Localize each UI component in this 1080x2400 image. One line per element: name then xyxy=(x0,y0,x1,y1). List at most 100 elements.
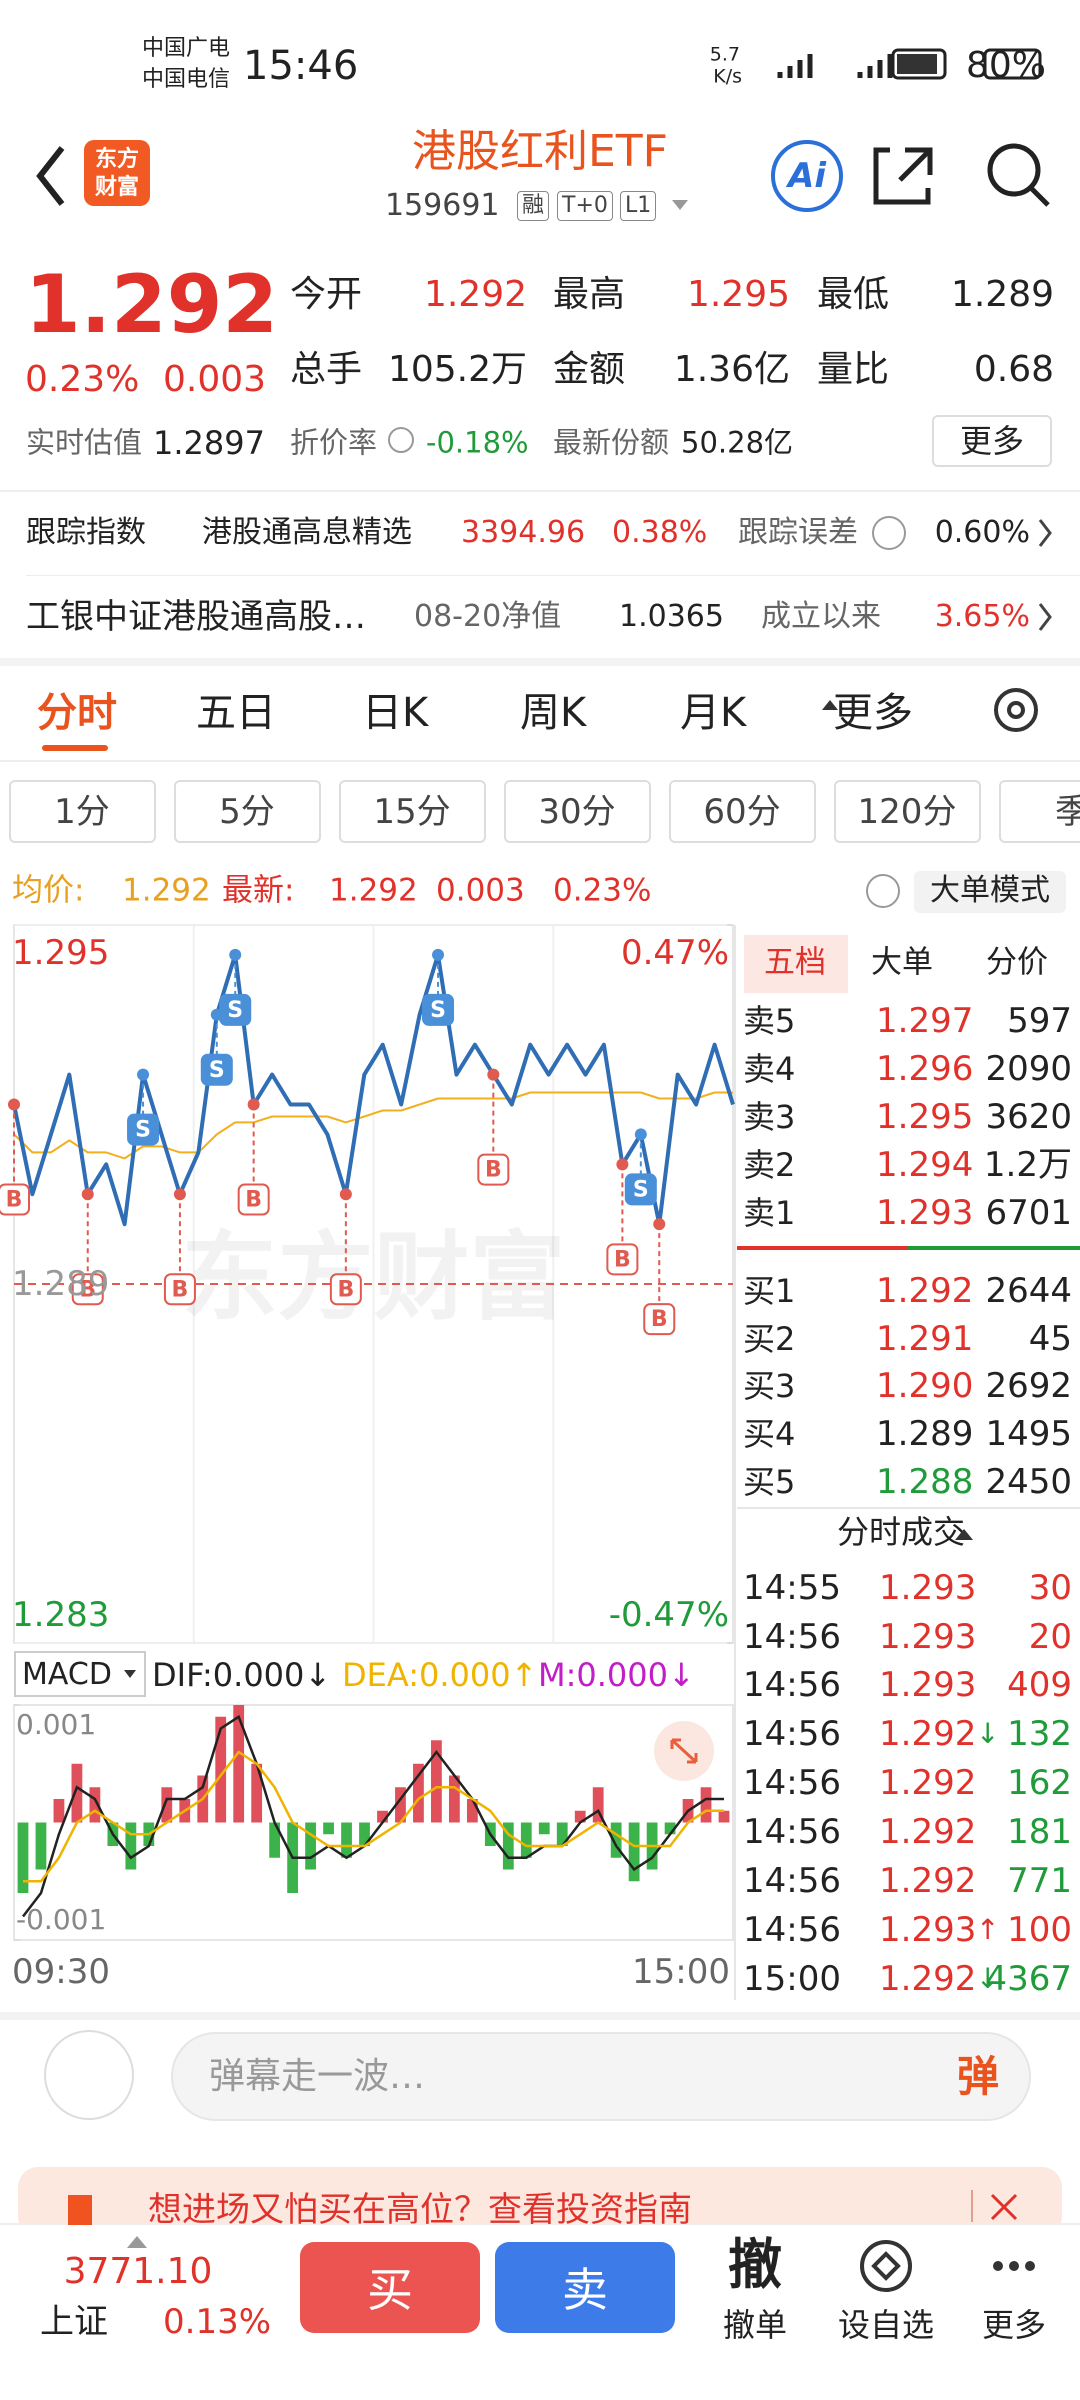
period-label[interactable]: 季 xyxy=(1055,792,1080,832)
dropdown-icon xyxy=(822,700,838,710)
battery: 80% xyxy=(966,45,1047,86)
book-tab[interactable]: 分价 xyxy=(986,944,1048,981)
macd-bar xyxy=(502,1822,514,1870)
back-icon[interactable] xyxy=(36,146,65,206)
badge: 融 xyxy=(517,191,550,221)
period-button[interactable] xyxy=(174,780,321,843)
macd-bar xyxy=(269,1822,281,1858)
y-tick-label: 1.289 xyxy=(12,1264,110,1304)
period-button[interactable] xyxy=(669,780,816,843)
trade-time: 14:56 xyxy=(743,1617,841,1657)
close-icon[interactable] xyxy=(990,2193,1018,2221)
logo-text: 东方 xyxy=(94,147,140,172)
trades-title[interactable]: 分时成交 xyxy=(837,1513,966,1551)
more-icon[interactable] xyxy=(993,2261,1003,2271)
marker-label: B xyxy=(485,1158,502,1183)
marker-badge xyxy=(643,1303,676,1336)
comment-icon[interactable] xyxy=(44,2030,134,2120)
period-label[interactable]: 1分 xyxy=(54,792,110,832)
macd-bar xyxy=(592,1787,604,1823)
tab[interactable]: 日K xyxy=(362,690,429,736)
period-label[interactable]: 30分 xyxy=(538,792,616,832)
tab[interactable]: 分时 xyxy=(37,690,117,736)
danmu-button[interactable]: 弹 xyxy=(956,2052,1000,2101)
indicator-select[interactable] xyxy=(14,1651,146,1697)
marker-badge xyxy=(163,1273,196,1306)
comment-input[interactable] xyxy=(171,2032,1031,2121)
comment-placeholder[interactable]: 弹幕走一波… xyxy=(209,2056,426,2097)
buy-button[interactable] xyxy=(300,2242,480,2333)
trade-price: 1.292 xyxy=(879,1763,977,1803)
help-icon[interactable] xyxy=(872,516,906,550)
period-label[interactable]: 15分 xyxy=(373,792,451,832)
tab[interactable]: 五日 xyxy=(196,690,276,736)
battery-icon xyxy=(891,48,947,80)
cancel-label[interactable]: 撤单 xyxy=(722,2306,788,2344)
book-tab[interactable]: 大单 xyxy=(871,944,933,981)
tab[interactable]: 更多 xyxy=(833,690,913,736)
help-icon[interactable] xyxy=(866,874,900,908)
latest-change: 0.003 xyxy=(436,872,525,909)
dropdown-icon[interactable] xyxy=(672,200,688,210)
macd-bar xyxy=(395,1787,406,1823)
index-value[interactable]: 3771.10 xyxy=(63,2251,213,2292)
marker-point xyxy=(81,1188,94,1201)
watermark: 东方财富 xyxy=(182,1221,566,1333)
more-button[interactable] xyxy=(932,415,1052,467)
book-level: 买1 xyxy=(743,1272,796,1310)
watch-label[interactable]: 设自选 xyxy=(837,2306,935,2344)
field-value: 1.292 xyxy=(423,274,527,315)
mode-button-label[interactable]: 大单模式 xyxy=(930,873,1050,908)
fund-name[interactable]: 工银中证港股通高股… xyxy=(26,597,366,637)
period-label[interactable]: 60分 xyxy=(703,792,781,832)
expand-icon xyxy=(670,1738,698,1764)
search-icon[interactable] xyxy=(987,143,1041,197)
macd-bar xyxy=(161,1787,173,1823)
more-button-label[interactable]: 更多 xyxy=(959,422,1025,460)
book-level: 卖5 xyxy=(743,1002,796,1040)
marker-badge xyxy=(71,1273,104,1306)
mode-button[interactable] xyxy=(914,871,1066,913)
book-volume: 1.2万 xyxy=(983,1145,1072,1185)
period-button[interactable] xyxy=(504,780,651,843)
book-level: 卖3 xyxy=(743,1098,796,1136)
field-value: 1.2897 xyxy=(153,424,265,462)
index-name[interactable]: 港股通高息精选 xyxy=(202,515,412,550)
marker-badge xyxy=(127,1113,160,1146)
price: 1.292 xyxy=(25,258,279,351)
trade-time: 14:56 xyxy=(743,1763,841,1803)
settings-icon[interactable] xyxy=(994,688,1038,732)
tab[interactable]: 周K xyxy=(520,690,587,736)
tracking-error: 0.60% xyxy=(934,515,1030,550)
macd-bar xyxy=(431,1740,442,1823)
battery-icon xyxy=(983,48,1042,80)
period-button[interactable] xyxy=(834,780,981,843)
period-label[interactable]: 120分 xyxy=(857,792,957,832)
buy-label[interactable]: 买 xyxy=(367,2263,413,2317)
marker-label: S xyxy=(135,1118,151,1143)
ai-icon[interactable] xyxy=(771,140,843,212)
period-button[interactable] xyxy=(9,780,156,843)
info-icon[interactable] xyxy=(388,427,414,453)
ad-text[interactable]: 想进场又怕买在高位？查看投资指南 xyxy=(148,2190,692,2230)
indicator-name[interactable]: MACD xyxy=(22,1657,112,1692)
period-button[interactable] xyxy=(999,780,1080,843)
macd-bar xyxy=(718,1810,730,1823)
more-label[interactable]: 更多 xyxy=(981,2306,1047,2344)
index-pct: 0.38% xyxy=(612,515,708,550)
tab[interactable]: 月K xyxy=(680,690,747,736)
period-button[interactable] xyxy=(339,780,486,843)
period-label[interactable]: 5分 xyxy=(219,792,275,832)
index-name: 上证 xyxy=(40,2302,108,2342)
sell-button[interactable] xyxy=(495,2242,675,2333)
watch-icon[interactable] xyxy=(860,2240,912,2292)
cancel-icon[interactable]: 撤 xyxy=(728,2233,782,2296)
divider xyxy=(26,575,1080,576)
macd-bar xyxy=(628,1822,640,1882)
trade-price: 1.293 xyxy=(879,1617,977,1657)
book-tab[interactable]: 五档 xyxy=(764,944,826,981)
ai-label[interactable]: Ai xyxy=(788,156,826,196)
share-icon[interactable] xyxy=(873,147,933,205)
sell-label[interactable]: 卖 xyxy=(562,2263,608,2317)
marker-label: B xyxy=(79,1277,96,1302)
